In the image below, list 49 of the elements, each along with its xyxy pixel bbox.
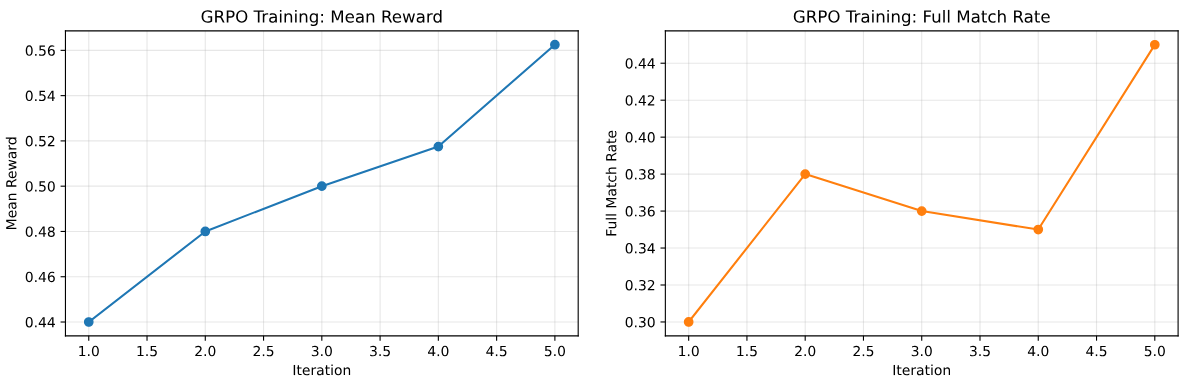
- x-tick-label: 5.0: [544, 345, 566, 357]
- y-axis-title: Full Match Rate: [605, 130, 617, 236]
- x-tick-label: 1.0: [79, 345, 99, 357]
- x-tick-label: 2.5: [853, 345, 874, 357]
- y-tick-label: 0.30: [625, 316, 655, 328]
- y-axis-title: Mean Reward: [5, 137, 17, 229]
- x-tick-label: 2.0: [795, 345, 816, 357]
- chart-title: GRPO Training: Full Match Rate: [793, 9, 1050, 27]
- point: [83, 317, 94, 327]
- point: [916, 206, 927, 216]
- point: [683, 317, 694, 327]
- x-tick-label: 1.5: [737, 345, 757, 357]
- x-tick-label: 1.0: [679, 345, 699, 357]
- x-tick-label: 4.0: [427, 345, 449, 357]
- y-tick-label: 0.44: [25, 316, 55, 328]
- y-tick-label: 0.48: [25, 226, 55, 237]
- y-tick-label: 0.44: [625, 58, 655, 69]
- point: [433, 141, 444, 152]
- x-tick-label: 5.0: [1144, 345, 1165, 357]
- x-tick-label: 3.0: [311, 345, 332, 357]
- x-axis-title: Iteration: [893, 364, 951, 376]
- y-tick-label: 0.50: [25, 181, 55, 192]
- y-tick-label: 0.42: [625, 95, 655, 106]
- y-tick-label: 0.32: [625, 279, 655, 291]
- y-tick-label: 0.54: [25, 90, 55, 102]
- x-tick-label: 1.5: [137, 345, 157, 357]
- y-tick-label: 0.36: [625, 206, 655, 217]
- x-tick-label: 3.0: [911, 345, 932, 357]
- x-tick-label: 2.0: [195, 345, 216, 357]
- x-tick-label: 3.5: [370, 345, 390, 357]
- point: [1033, 224, 1044, 235]
- point: [550, 39, 560, 50]
- y-tick-label: 0.46: [25, 271, 55, 283]
- x-tick-label: 4.0: [1027, 345, 1049, 357]
- x-tick-label: 4.5: [1086, 345, 1107, 357]
- x-tick-label: 4.5: [486, 345, 507, 357]
- y-tick-label: 0.52: [25, 135, 55, 147]
- y-tick-label: 0.38: [625, 169, 655, 180]
- y-tick-label: 0.34: [625, 243, 655, 254]
- chart-title: GRPO Training: Mean Reward: [201, 9, 442, 27]
- point: [1149, 39, 1160, 50]
- point: [316, 181, 327, 192]
- point: [200, 226, 211, 237]
- y-tick-label: 0.56: [25, 45, 55, 56]
- x-tick-label: 3.5: [970, 345, 990, 357]
- y-tick-label: 0.40: [625, 132, 655, 143]
- point: [800, 169, 811, 179]
- x-tick-label: 2.5: [253, 345, 274, 357]
- x-axis-title: Iteration: [293, 364, 351, 376]
